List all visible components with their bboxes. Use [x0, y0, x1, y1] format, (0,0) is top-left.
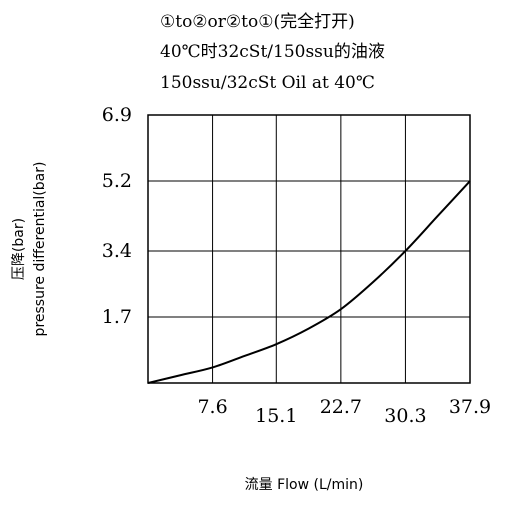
series [147, 180, 471, 384]
title-line-1: ①to②or②to①(完全打开) [160, 12, 355, 32]
x-tick-label: 15.1 [255, 405, 297, 427]
y-tick-label: 5.2 [102, 170, 132, 192]
chart-title: ①to②or②to①(完全打开) 40℃时32cSt/150ssu的油液 150… [160, 12, 385, 93]
title-line-3: 150ssu/32cSt Oil at 40℃ [160, 73, 375, 93]
x-tick-label: 7.6 [197, 396, 227, 418]
title-line-2: 40℃时32cSt/150ssu的油液 [160, 42, 385, 62]
series-line [147, 180, 471, 384]
y-axis-label-line-1: 压降(bar) [11, 218, 27, 280]
tick-labels: 7.6 15.1 22.7 30.3 37.9 6.9 5.2 3.4 1.7 [102, 104, 491, 427]
y-axis-label: 压降(bar) pressure differential(bar) [11, 162, 48, 337]
x-tick-label: 37.9 [449, 396, 491, 418]
y-tick-label: 3.4 [102, 240, 132, 262]
y-axis-label-line-2: pressure differential(bar) [32, 162, 48, 337]
x-tick-label: 30.3 [384, 405, 426, 427]
y-tick-label: 1.7 [102, 306, 132, 328]
x-axis-label: 流量 Flow (L/min) [245, 477, 364, 493]
plot-frame [147, 114, 471, 384]
grid [148, 114, 471, 383]
x-tick-label: 22.7 [320, 396, 362, 418]
y-tick-label: 6.9 [102, 104, 132, 126]
